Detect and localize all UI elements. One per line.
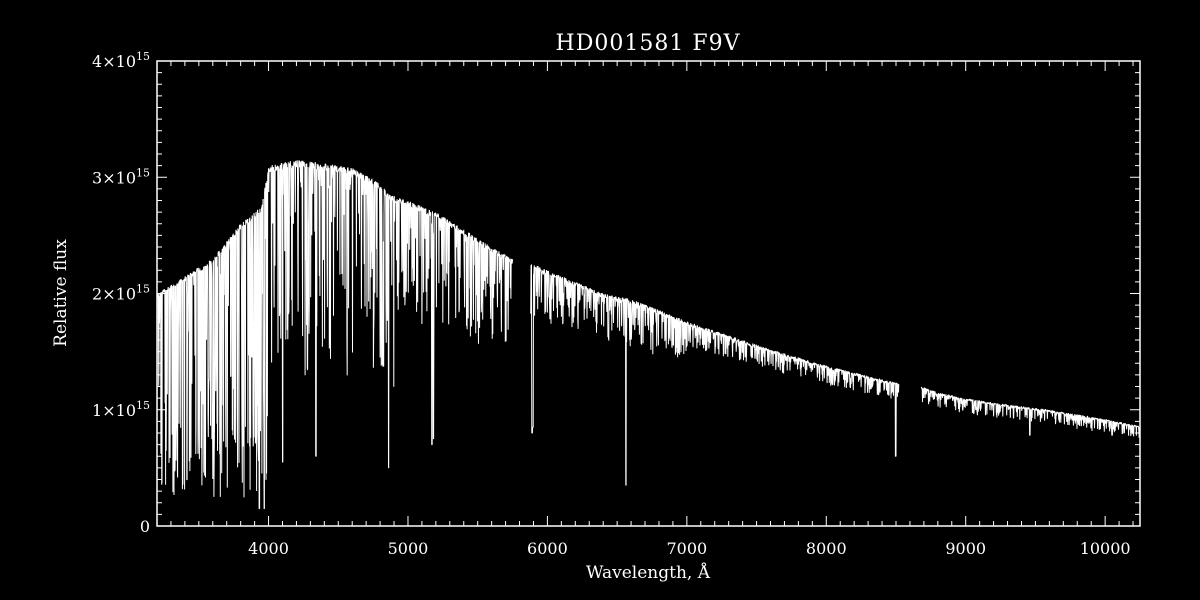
y-tick-label: 1×1015 (92, 399, 150, 420)
x-tick-label: 8000 (806, 539, 847, 558)
spectrum-line (530, 264, 900, 486)
axis-ticks (156, 60, 1140, 527)
y-tick-label: 2×1015 (92, 283, 150, 304)
x-tick-label: 10000 (1080, 539, 1131, 558)
plot-frame (156, 60, 1141, 527)
spectrum-series (156, 160, 1141, 510)
x-axis-label: Wavelength, Å (586, 562, 711, 583)
x-tick-labels: 4000 5000 6000 7000 8000 9000 10000 (248, 539, 1130, 558)
x-tick-label: 5000 (388, 539, 429, 558)
y-tick-label: 4×1015 (92, 50, 150, 71)
spectrum-line (920, 386, 1141, 438)
x-tick-label: 7000 (666, 539, 707, 558)
y-tick-label: 0 (140, 517, 150, 536)
chart-title: HD001581 F9V (556, 31, 741, 56)
y-axis-label: Relative flux (51, 239, 71, 347)
y-tick-labels: 0 1×1015 2×1015 3×1015 4×1015 (92, 50, 150, 536)
spectrum-line (156, 160, 514, 510)
x-tick-label: 4000 (248, 539, 289, 558)
y-tick-label: 3×1015 (92, 166, 150, 187)
x-tick-label: 6000 (527, 539, 568, 558)
x-tick-label: 9000 (945, 539, 986, 558)
